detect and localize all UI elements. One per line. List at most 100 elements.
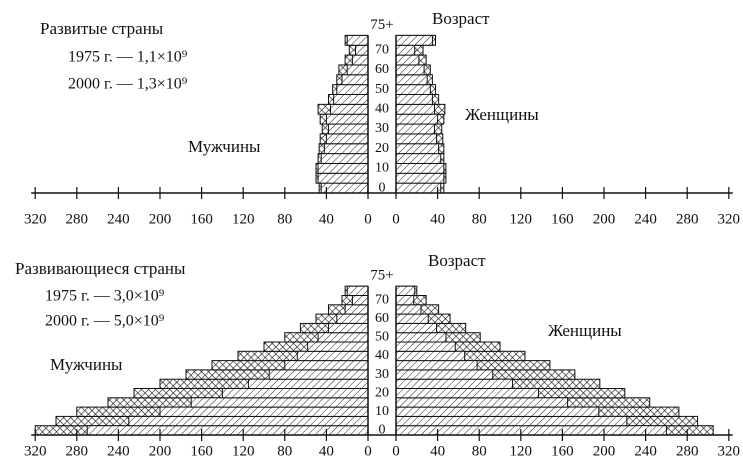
female-bar xyxy=(395,153,442,164)
axis-title: Возраст xyxy=(432,9,490,28)
x-tick-label-right: 200 xyxy=(593,443,616,459)
male-bar xyxy=(341,74,369,86)
female-bar xyxy=(395,143,440,155)
age-label: 50 xyxy=(375,82,389,97)
female-bar xyxy=(395,388,539,399)
x-tick-label-left: 40 xyxy=(319,211,334,227)
male-bar xyxy=(333,94,369,105)
age-label: 70 xyxy=(375,42,389,57)
male-bar xyxy=(346,64,369,76)
right-label: Женщины xyxy=(548,321,622,340)
female-bar xyxy=(395,34,433,46)
x-tick-label-right: 280 xyxy=(676,443,699,459)
female-bar xyxy=(395,350,466,362)
female-bar xyxy=(395,304,422,315)
x-tick-label-right: 120 xyxy=(510,211,533,227)
age-label: 70 xyxy=(375,292,389,307)
female-bar xyxy=(395,54,420,66)
x-tick-label-left: 40 xyxy=(319,443,334,459)
female-bar xyxy=(395,133,438,145)
age-label: 20 xyxy=(375,141,389,156)
x-tick-label-left: 320 xyxy=(24,443,47,459)
female-bar xyxy=(395,113,439,125)
age-label: 60 xyxy=(375,311,389,326)
x-tick-label-left: 200 xyxy=(149,211,172,227)
male-bar xyxy=(320,182,369,194)
x-tick-label-right: 120 xyxy=(510,443,533,459)
right-label: Женщины xyxy=(465,105,539,124)
female-bar xyxy=(395,182,442,194)
legend-entry: 2000 г. — 5,0×10⁹ xyxy=(45,313,165,330)
x-tick-label-left: 120 xyxy=(232,443,255,459)
x-tick-label-right: 280 xyxy=(676,211,699,227)
age-label: 20 xyxy=(375,385,389,400)
female-bar xyxy=(395,332,447,343)
age-column xyxy=(368,286,396,435)
male-bar xyxy=(325,133,369,145)
male-bar xyxy=(351,54,369,66)
female-bar xyxy=(395,341,456,352)
chart-title: Развитые страны xyxy=(40,19,164,38)
female-bar xyxy=(395,64,425,76)
female-bar xyxy=(395,313,429,324)
female-bar xyxy=(395,123,435,135)
female-bar xyxy=(395,172,445,184)
axis-title: Возраст xyxy=(428,251,486,270)
male-bar xyxy=(296,350,369,362)
male-bar xyxy=(330,103,369,115)
legend-entry: 1975 г. — 1,1×10⁹ xyxy=(68,49,188,66)
male-bar xyxy=(336,313,369,324)
female-bar xyxy=(395,378,513,390)
x-tick-label-right: 0 xyxy=(392,443,400,459)
x-tick-label-right: 40 xyxy=(430,211,445,227)
female-bar xyxy=(395,360,478,371)
female-bar xyxy=(395,425,667,436)
male-bar xyxy=(268,369,369,380)
age-label: 60 xyxy=(375,62,389,77)
age-label: 10 xyxy=(375,161,389,176)
male-bar xyxy=(351,295,369,306)
female-bar xyxy=(395,94,433,105)
male-bar xyxy=(355,44,369,56)
x-tick-label-left: 0 xyxy=(364,211,372,227)
age-label: 0 xyxy=(379,423,386,438)
x-tick-label-right: 200 xyxy=(593,211,616,227)
age-label: 50 xyxy=(375,330,389,345)
legend-entry: 1975 г. — 3,0×10⁹ xyxy=(45,288,165,305)
female-bar xyxy=(395,415,628,427)
x-tick-label-right: 80 xyxy=(472,211,487,227)
x-tick-label-right: 240 xyxy=(634,211,657,227)
x-tick-label-left: 80 xyxy=(277,211,292,227)
male-bar xyxy=(344,304,369,315)
x-tick-label-left: 120 xyxy=(232,211,255,227)
male-bar xyxy=(323,143,369,155)
male-bar xyxy=(221,388,369,399)
age-column xyxy=(368,35,396,194)
male-bar xyxy=(317,332,369,343)
female-bar xyxy=(395,162,445,174)
female-bar xyxy=(395,406,600,417)
x-tick-label-left: 200 xyxy=(149,443,172,459)
female-bar xyxy=(395,397,569,408)
x-tick-label-right: 40 xyxy=(430,443,445,459)
male-bar xyxy=(327,123,369,135)
x-tick-label-right: 80 xyxy=(472,443,487,459)
age-label: 30 xyxy=(375,121,389,136)
male-bar xyxy=(317,172,369,184)
x-tick-label-left: 280 xyxy=(66,443,89,459)
x-tick-label-right: 160 xyxy=(551,443,574,459)
x-tick-label-left: 240 xyxy=(107,211,130,227)
x-tick-label-right: 160 xyxy=(551,211,574,227)
female-bar xyxy=(395,322,438,334)
male-bar xyxy=(307,341,369,352)
x-tick-label-right: 320 xyxy=(718,443,741,459)
female-bar xyxy=(395,369,494,380)
x-tick-label-left: 0 xyxy=(364,443,372,459)
male-bar xyxy=(159,406,369,417)
male-bar xyxy=(317,162,369,174)
age-label: 40 xyxy=(375,101,389,116)
x-tick-label-left: 280 xyxy=(66,211,89,227)
male-bar xyxy=(346,34,369,46)
left-label: Мужчины xyxy=(50,355,123,374)
